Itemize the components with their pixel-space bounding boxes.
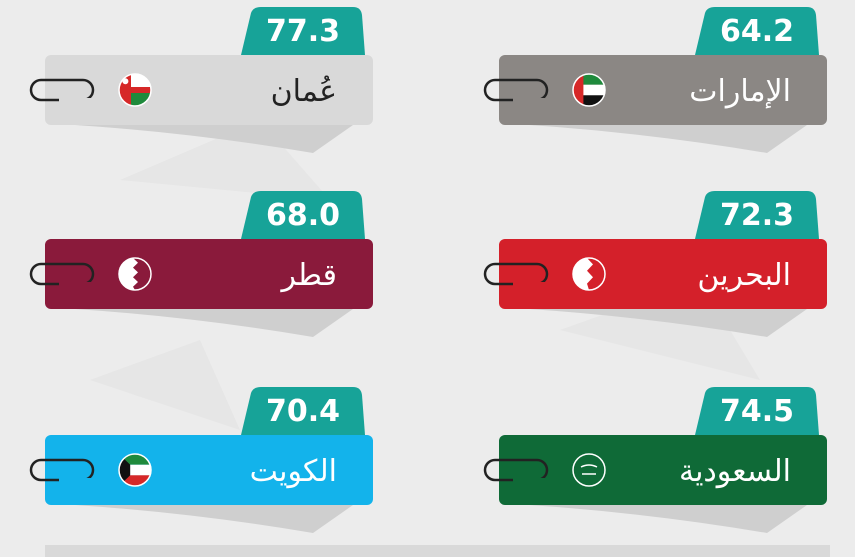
card [499, 435, 827, 505]
country-card: 64.2 الإمارات [483, 7, 827, 153]
value-label: 72.3 [720, 198, 794, 233]
country-name: الكويت [250, 454, 337, 489]
card-shadow [529, 309, 807, 337]
card [499, 239, 827, 309]
value-badge [695, 387, 819, 435]
country-name: عُمان [271, 74, 337, 109]
country-card: 68.0 قطر [29, 191, 373, 337]
flag-ring [118, 73, 152, 107]
value-label: 74.5 [720, 394, 794, 429]
background-pattern [90, 120, 760, 430]
card-shadow [75, 309, 353, 337]
country-card: 74.5 السعودية [483, 387, 827, 533]
card-shadow [529, 505, 807, 533]
card [45, 435, 373, 505]
card [45, 239, 373, 309]
flag-icon [573, 454, 605, 486]
flag-icon [573, 258, 605, 290]
card [45, 55, 373, 125]
value-label: 64.2 [720, 14, 794, 49]
country-name: الإمارات [689, 74, 791, 109]
flag-ring [118, 257, 152, 291]
value-badge [695, 7, 819, 55]
flag-icon [119, 74, 151, 106]
country-card: 72.3 البحرين [483, 191, 827, 337]
value-label: 70.4 [266, 394, 340, 429]
flag-ring [572, 257, 606, 291]
flag-icon [119, 258, 151, 290]
country-card: 77.3 عُمان [29, 7, 373, 153]
card-shadow [75, 505, 353, 533]
flag-ring [572, 453, 606, 487]
value-badge [241, 387, 365, 435]
value-badge [695, 191, 819, 239]
flag-ring [118, 453, 152, 487]
flag-ring [572, 73, 606, 107]
value-label: 77.3 [266, 14, 340, 49]
value-label: 68.0 [266, 198, 340, 233]
country-name: السعودية [679, 454, 791, 489]
flag-icon [573, 74, 605, 106]
value-badge [241, 191, 365, 239]
bottom-strip [45, 545, 830, 557]
card-shadow [529, 125, 807, 153]
country-name: البحرين [697, 258, 791, 293]
country-card: 70.4 الكويت [29, 387, 373, 533]
country-name: قطر [279, 258, 337, 293]
value-badge [241, 7, 365, 55]
card [499, 55, 827, 125]
card-shadow [75, 125, 353, 153]
